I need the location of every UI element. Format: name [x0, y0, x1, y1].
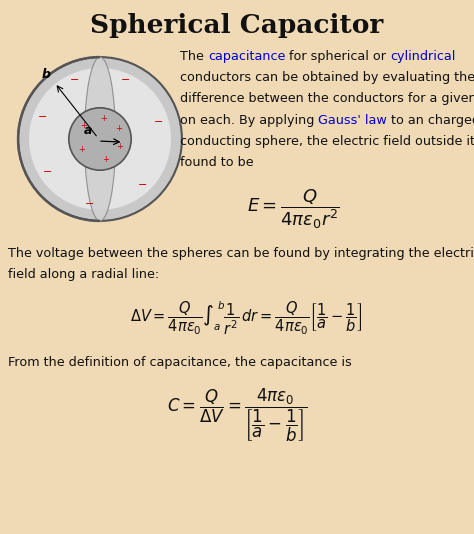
Text: Gauss' law: Gauss' law — [319, 114, 387, 127]
Text: From the definition of capacitance, the capacitance is: From the definition of capacitance, the … — [8, 356, 352, 368]
Text: found to be: found to be — [180, 156, 254, 169]
Text: −: − — [138, 180, 148, 190]
Text: $\Delta V = \dfrac{Q}{4\pi\varepsilon_0}\int_a^{\,b} \dfrac{1}{r^2}\,dr = \dfrac: $\Delta V = \dfrac{Q}{4\pi\varepsilon_0}… — [130, 300, 363, 337]
Text: −: − — [43, 167, 52, 177]
Ellipse shape — [18, 57, 182, 221]
Text: +: + — [115, 124, 122, 133]
Text: $C = \dfrac{Q}{\Delta V} = \dfrac{4\pi\varepsilon_0}{\left[\dfrac{1}{a} - \dfrac: $C = \dfrac{Q}{\Delta V} = \dfrac{4\pi\v… — [167, 387, 307, 444]
Text: to an charged: to an charged — [387, 114, 474, 127]
Text: −: − — [38, 112, 47, 122]
Text: +: + — [116, 142, 123, 151]
Text: $E = \dfrac{Q}{4\pi\varepsilon_0 r^2}$: $E = \dfrac{Q}{4\pi\varepsilon_0 r^2}$ — [247, 187, 340, 231]
Text: a: a — [84, 124, 92, 137]
Ellipse shape — [69, 108, 131, 170]
Text: −: − — [154, 117, 164, 127]
Text: −: − — [121, 75, 130, 84]
Text: field along a radial line:: field along a radial line: — [8, 269, 159, 281]
Text: −: − — [85, 199, 94, 208]
Text: conducting sphere, the electric field outside it is: conducting sphere, the electric field ou… — [180, 135, 474, 148]
Text: +: + — [100, 114, 107, 123]
Text: on each. By applying: on each. By applying — [180, 114, 319, 127]
Text: for spherical or: for spherical or — [285, 50, 390, 63]
Text: capacitance: capacitance — [208, 50, 285, 63]
Text: The: The — [180, 50, 208, 63]
Text: difference between the conductors for a given charge: difference between the conductors for a … — [180, 92, 474, 105]
Text: −: − — [70, 75, 79, 84]
Ellipse shape — [84, 57, 116, 221]
Text: The voltage between the spheres can be found by integrating the electric: The voltage between the spheres can be f… — [8, 247, 474, 260]
Text: +: + — [102, 155, 109, 164]
Ellipse shape — [29, 68, 171, 210]
Text: Spherical Capacitor: Spherical Capacitor — [91, 13, 383, 38]
Text: b: b — [42, 68, 51, 81]
Text: cylindrical: cylindrical — [390, 50, 456, 63]
Text: +: + — [78, 145, 85, 154]
Text: +: + — [81, 121, 87, 130]
Text: conductors can be obtained by evaluating the voltage: conductors can be obtained by evaluating… — [180, 71, 474, 84]
